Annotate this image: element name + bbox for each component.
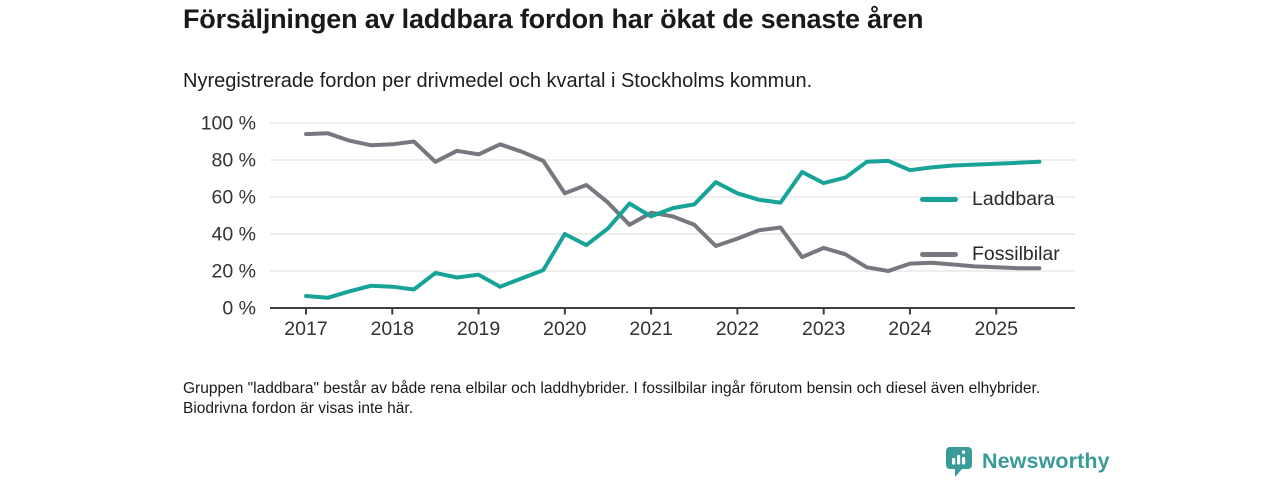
laddbara-line bbox=[304, 158, 1042, 300]
y-axis-tick-label: 20 % bbox=[212, 261, 256, 283]
fossilbilar-line bbox=[304, 131, 1042, 273]
legend-label-fossilbilar: Fossilbilar bbox=[972, 243, 1060, 265]
y-axis-tick-label: 0 % bbox=[222, 298, 256, 320]
x-axis-tick-label: 2018 bbox=[371, 318, 414, 340]
x-axis-tick-label: 2024 bbox=[888, 318, 932, 340]
legend-item-fossilbilar: Fossilbilar bbox=[920, 243, 1060, 266]
y-axis-tick-label: 60 % bbox=[212, 187, 256, 209]
legend-label-laddbara: Laddbara bbox=[972, 188, 1055, 210]
x-axis-tick-label: 2023 bbox=[802, 318, 845, 340]
y-axis-tick-label: 80 % bbox=[212, 150, 256, 172]
x-axis-tick-label: 2025 bbox=[975, 318, 1019, 340]
page-title: Försäljningen av laddbara fordon har öka… bbox=[183, 4, 924, 34]
bar-chart-pin-icon bbox=[946, 447, 972, 477]
x-axis-tick-label: 2022 bbox=[716, 318, 759, 340]
x-axis-tick-label: 2019 bbox=[457, 318, 500, 340]
y-axis-tick-label: 100 % bbox=[201, 113, 256, 135]
legend-line-swatch-fossilbilar bbox=[920, 251, 958, 258]
chart-footnote: Gruppen "laddbara" består av både rena e… bbox=[183, 380, 1041, 417]
x-axis-tick-label: 2020 bbox=[543, 318, 587, 340]
page-subtitle: Nyregistrerade fordon per drivmedel och … bbox=[183, 70, 813, 92]
y-axis-tick-label: 40 % bbox=[212, 224, 256, 246]
x-axis-tick-label: 2017 bbox=[284, 318, 327, 340]
newsworthy-wordmark: Newsworthy bbox=[982, 449, 1110, 473]
newsworthy-logo: Newsworthy bbox=[945, 445, 1110, 478]
x-axis-tick-label: 2021 bbox=[629, 318, 672, 340]
legend-line-swatch-laddbara bbox=[920, 196, 958, 203]
legend-item-laddbara: Laddbara bbox=[920, 188, 1054, 211]
